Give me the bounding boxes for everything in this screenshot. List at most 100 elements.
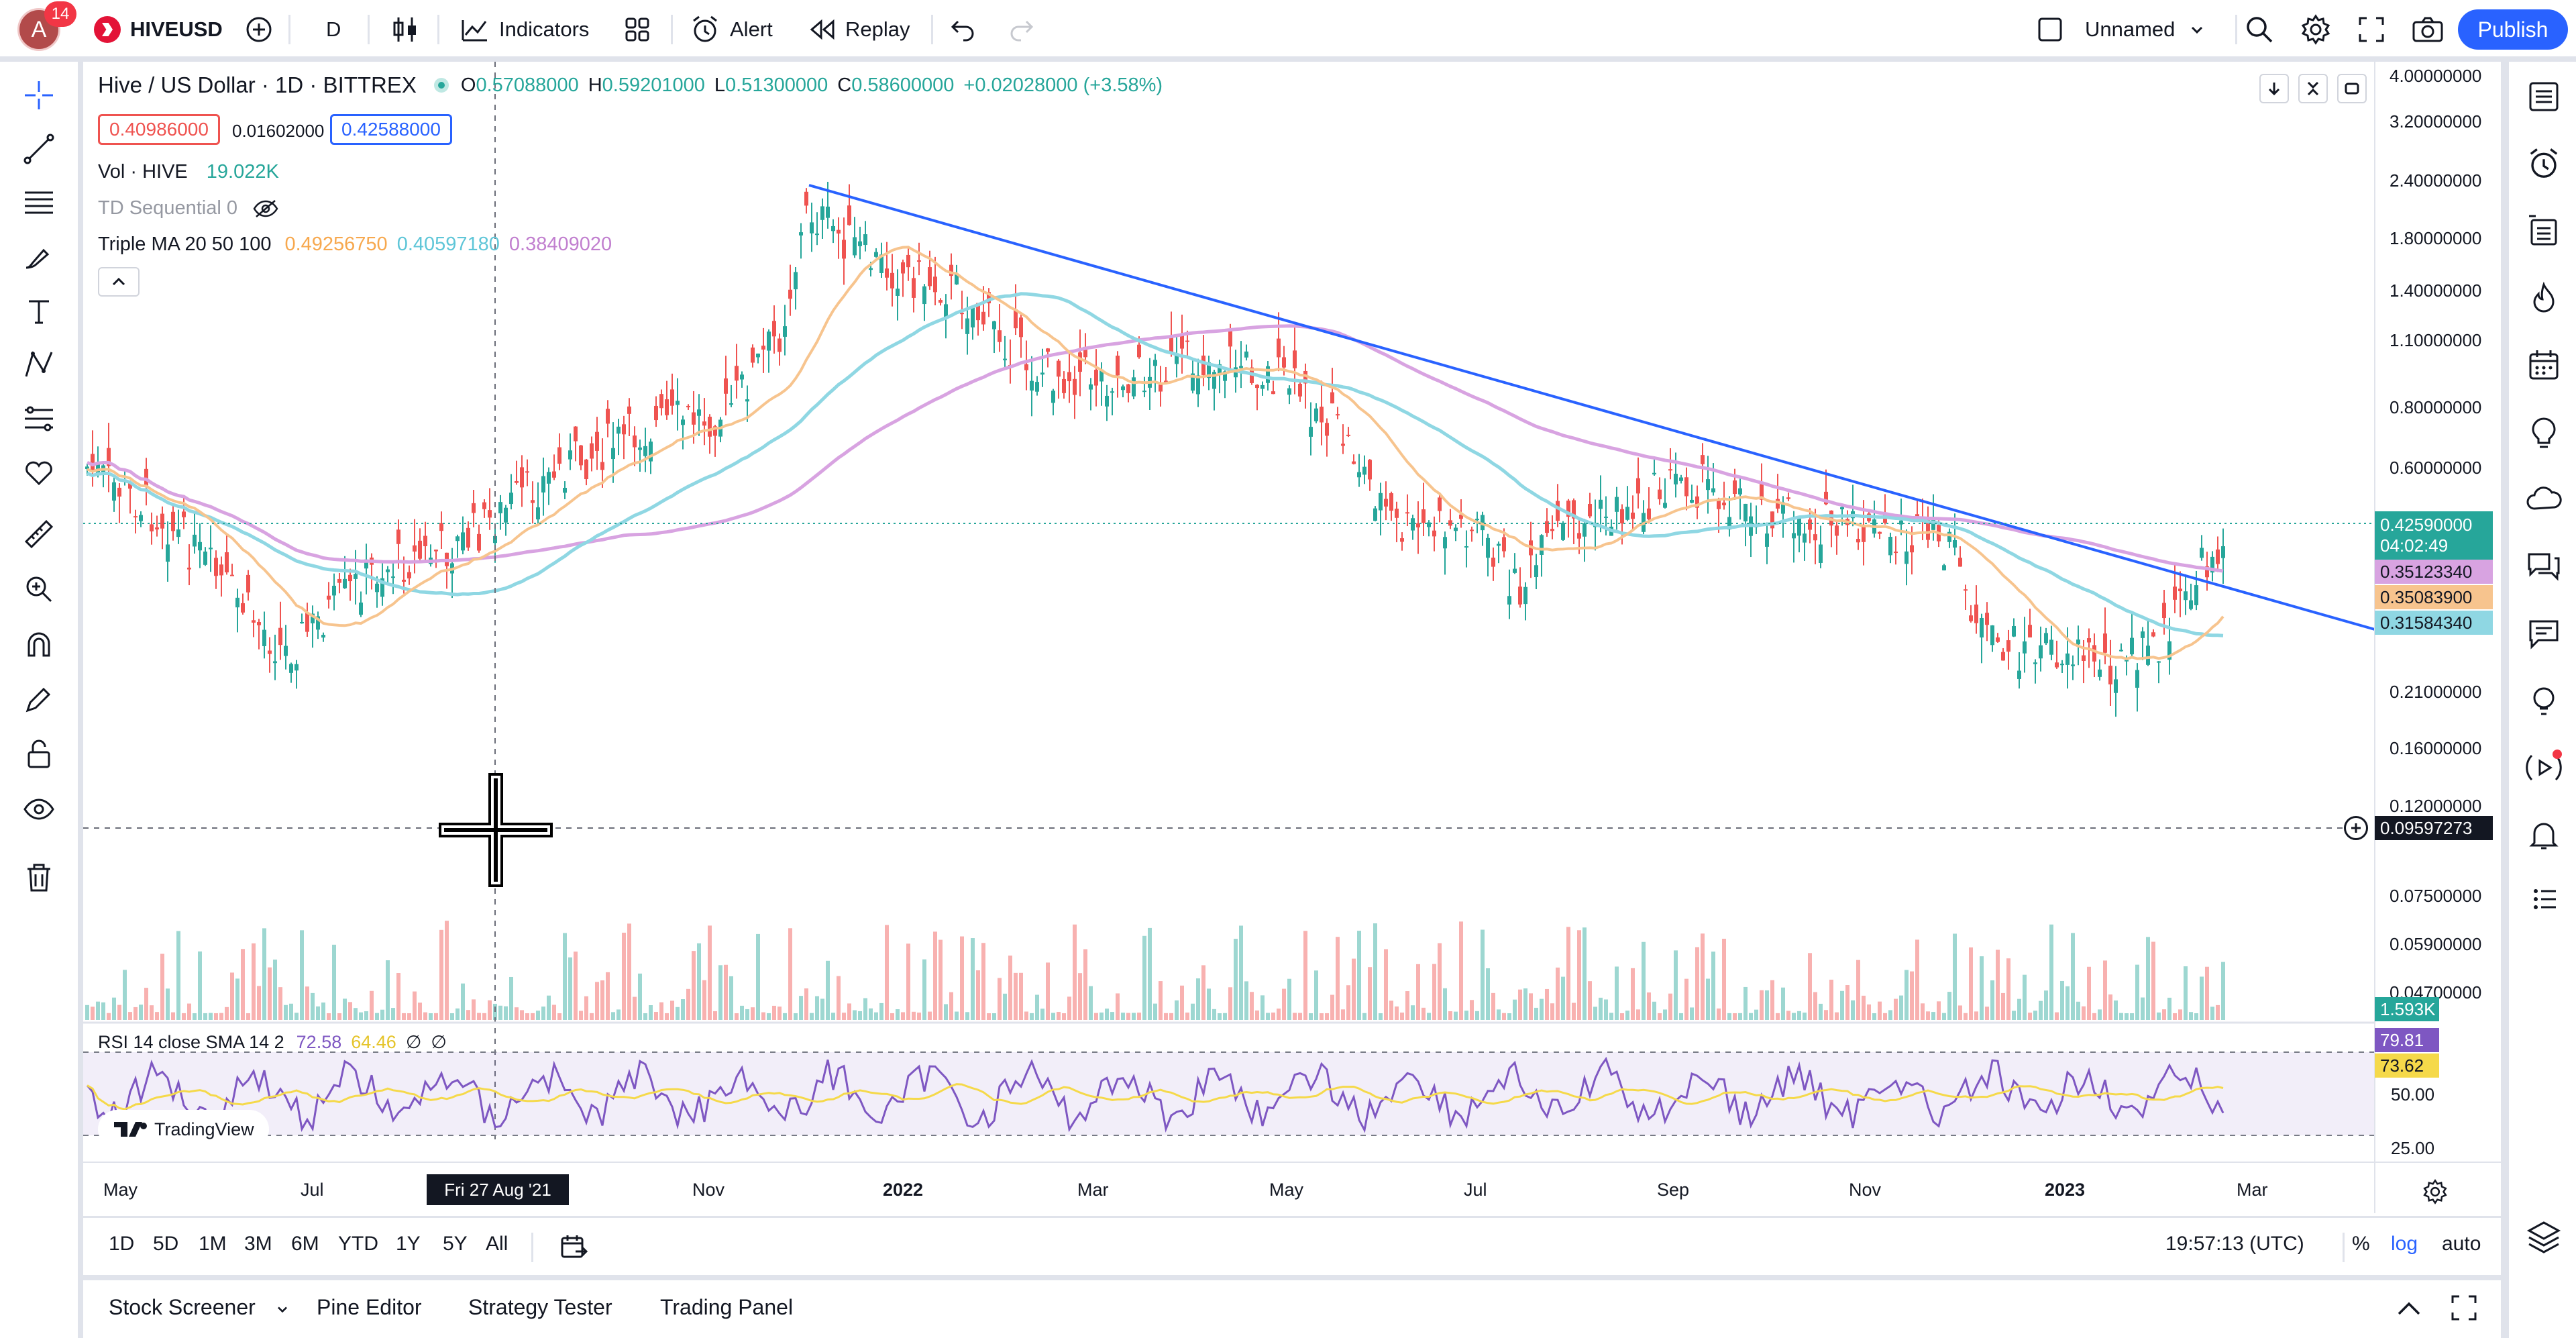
symbol-search-button[interactable]: HIVEUSD [94,9,223,50]
volume-bar [133,1007,138,1020]
percent-scale-toggle[interactable]: % [2352,1233,2370,1255]
maximize-panel-button[interactable] [2449,1292,2479,1327]
calendar-button[interactable] [2522,344,2565,387]
interval-button[interactable]: D [326,9,341,50]
ideas-button[interactable] [2522,411,2565,454]
alerts-button[interactable] [2522,142,2565,185]
td-sequential-legend[interactable]: TD Sequential 0 [98,197,279,219]
brush-tool[interactable] [19,238,59,278]
maximize-pane-button[interactable] [2337,74,2367,103]
streams-button[interactable] [2522,478,2565,521]
rsi-legend[interactable]: RSI 14 close SMA 14 2 72.58 64.46 ∅ ∅ [98,1032,447,1053]
price-chart[interactable] [83,62,2501,1213]
rsi-extra-1: ∅ [405,1032,422,1052]
fullscreen-button[interactable] [2356,9,2387,50]
volume-bar [1352,958,1356,1020]
watchlist-button[interactable] [2522,75,2565,118]
chats-button[interactable] [2522,545,2565,588]
divider [288,15,290,44]
compare-symbol-button[interactable] [244,9,274,50]
order-panel-button[interactable] [2522,880,2565,923]
volume-legend[interactable]: Vol · HIVE 19.022K [98,161,279,183]
notifications-button[interactable] [2522,813,2565,856]
volume-bar [407,1013,411,1020]
candle-body [938,299,943,303]
redo-button[interactable] [1006,9,1036,50]
tab-trading-panel[interactable]: Trading Panel [660,1295,793,1320]
volume-bar [1620,1013,1624,1020]
volume-bar [692,951,696,1020]
move-pane-down-button[interactable] [2259,74,2289,103]
buy-price-button[interactable]: 0.42588000 [330,114,452,145]
series-title[interactable]: Hive / US Dollar · 1D · BITTREX [98,72,417,97]
range-button-ytd[interactable]: YTD [338,1233,378,1255]
object-tree-button[interactable] [2522,1216,2565,1259]
layout-button[interactable]: Unnamed [2035,9,2207,50]
replay-button[interactable]: Replay [808,9,910,50]
candle-body [1910,545,1914,553]
range-button-6m[interactable]: 6M [291,1233,319,1255]
volume-bar [1421,1007,1426,1020]
goto-date-button[interactable] [559,1233,589,1266]
range-button-1m[interactable]: 1M [199,1233,227,1255]
messages-button[interactable] [2522,612,2565,655]
eye-hidden-icon[interactable] [252,198,279,219]
stay-drawing-tool[interactable] [19,679,59,719]
hotlists-button[interactable] [2522,276,2565,319]
undo-button[interactable] [949,9,978,50]
delete-drawings-tool[interactable] [19,858,59,898]
chart-type-button[interactable] [392,9,419,50]
data-window-button[interactable] [2522,209,2565,252]
zoom-tool[interactable] [19,569,59,609]
pattern-tool[interactable] [19,345,59,385]
clock[interactable]: 19:57:13 (UTC) [2165,1233,2304,1255]
trend-line[interactable] [808,184,2375,631]
crosshair-tool[interactable] [19,75,59,115]
candle-body [1411,518,1415,531]
icons-tool[interactable] [19,452,59,493]
alert-button[interactable]: Alert [690,9,773,50]
sell-price-button[interactable]: 0.40986000 [98,114,220,145]
hide-drawings-tool[interactable] [19,789,59,829]
help-button[interactable] [2522,679,2565,722]
range-button-all[interactable]: All [486,1233,508,1255]
candle-body [246,574,250,593]
range-button-1y[interactable]: 1Y [396,1233,421,1255]
candle-body [568,450,572,460]
search-button[interactable] [2243,9,2275,50]
time-axis-settings-button[interactable] [2422,1178,2449,1208]
tab-strategy-tester[interactable]: Strategy Tester [468,1295,612,1320]
tab-stock-screener[interactable]: Stock Screener [109,1295,291,1320]
tradingview-watermark[interactable]: TradingView [98,1110,269,1149]
live-stream-button[interactable] [2522,746,2565,789]
publish-button[interactable]: Publish [2458,9,2568,50]
prediction-tool[interactable] [19,399,59,439]
lock-tool[interactable] [19,734,59,774]
log-scale-toggle[interactable]: log [2391,1233,2418,1255]
indicators-button[interactable]: Indicators [460,9,589,50]
measure-tool[interactable] [19,514,59,554]
magnet-tool[interactable] [19,624,59,664]
fib-tool[interactable] [19,183,59,223]
snapshot-button[interactable] [2411,9,2445,50]
range-button-3m[interactable]: 3M [244,1233,272,1255]
candle-body [2151,632,2155,637]
volume-bar [241,949,245,1020]
settings-button[interactable] [2300,9,2332,50]
collapse-legend-button[interactable] [98,267,140,297]
trend-line-tool[interactable] [19,129,59,169]
range-button-1d[interactable]: 1D [109,1233,135,1255]
triple-ma-legend[interactable]: Triple MA 20 50 100 0.49256750 0.4059718… [98,234,612,256]
text-tool[interactable] [19,291,59,331]
templates-button[interactable] [623,9,652,50]
tab-pine-editor[interactable]: Pine Editor [317,1295,422,1320]
bottom-panel: Stock Screener Pine Editor Strategy Test… [83,1280,2501,1338]
candle-body [2194,585,2198,605]
expand-panel-button[interactable] [2392,1292,2426,1329]
range-button-5d[interactable]: 5D [153,1233,179,1255]
auto-scale-toggle[interactable]: auto [2442,1233,2481,1255]
chart-pane[interactable]: Hive / US Dollar · 1D · BITTREX O 0.57088… [83,62,2501,1275]
range-button-5y[interactable]: 5Y [443,1233,468,1255]
add-alert-button[interactable] [2344,816,2368,840]
collapse-pane-button[interactable] [2298,74,2328,103]
